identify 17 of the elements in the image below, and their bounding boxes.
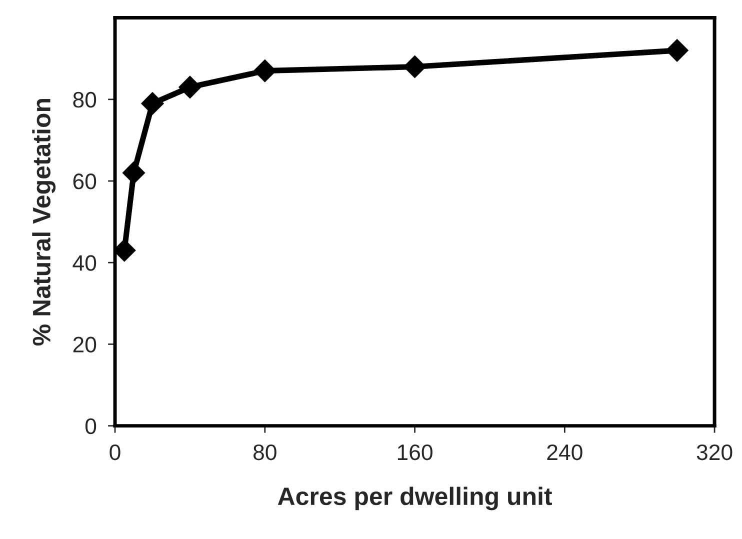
y-tick-label: 80: [73, 92, 96, 108]
x-tick-label: 80: [254, 444, 276, 460]
y-tick-label: 20: [73, 336, 96, 352]
x-axis-title: Acres per dwelling unit: [278, 486, 552, 510]
x-tick-label: 320: [696, 444, 732, 460]
point: [178, 76, 202, 98]
y-tick-label: 0: [85, 418, 96, 434]
y-tick-label: 40: [72, 255, 96, 271]
y-axis-title: % Natural Vegetation: [32, 99, 56, 346]
point: [141, 92, 164, 115]
y-tick-label: 60: [73, 174, 96, 190]
point: [254, 60, 276, 82]
x-tick-label: 240: [547, 444, 582, 460]
x-tick-label: 160: [398, 444, 432, 460]
point: [122, 162, 146, 184]
x-tick-label: 0: [110, 444, 120, 460]
point: [666, 39, 688, 62]
